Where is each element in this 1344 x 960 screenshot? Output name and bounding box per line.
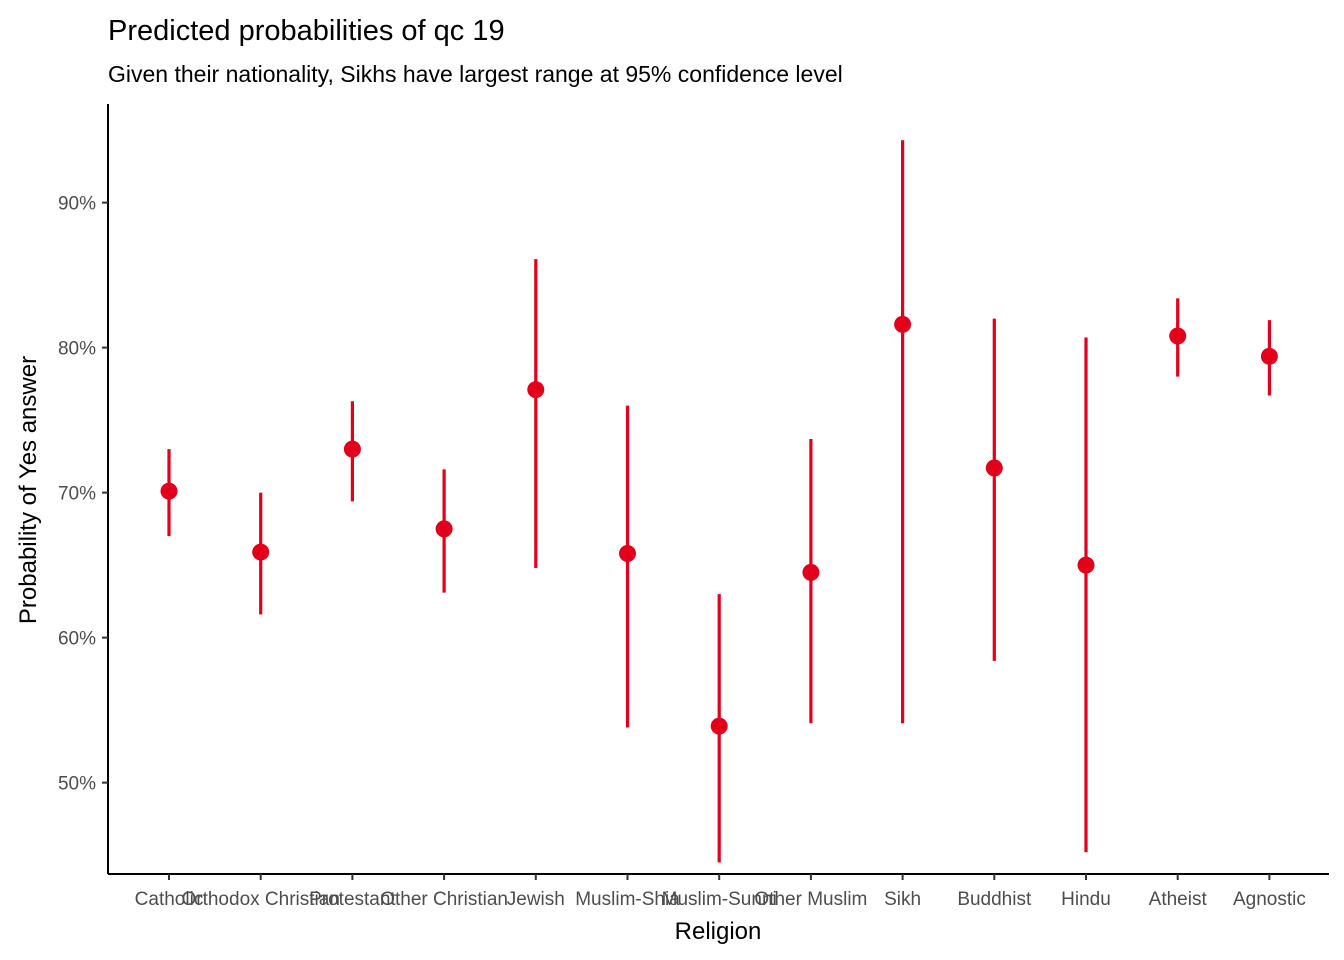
data-point (527, 381, 545, 399)
data-point (160, 482, 178, 500)
y-tick-label: 80% (58, 339, 96, 360)
chart-title: Predicted probabilities of qc 19 (108, 15, 505, 47)
y-tick-label: 50% (58, 774, 96, 795)
y-tick-label: 70% (58, 484, 96, 505)
x-tick-label: Muslim-Sunni (662, 889, 777, 910)
x-tick-label: Catholic (135, 889, 204, 910)
data-point (435, 520, 453, 538)
x-tick-label: Buddhist (957, 889, 1032, 910)
x-tick-label: Other Muslim (754, 889, 867, 910)
y-tick-label: 60% (58, 629, 96, 650)
y-axis-title: Probability of Yes answer (15, 356, 42, 624)
y-axis: 50% 60% 70% 80% 90% (58, 104, 109, 874)
data-point (1077, 556, 1095, 574)
x-tick-label: Protestant (309, 889, 396, 910)
data-point (252, 543, 270, 561)
chart-subtitle: Given their nationality, Sikhs have larg… (108, 61, 843, 87)
x-tick-label: Atheist (1149, 889, 1208, 910)
x-tick-label: Sikh (884, 889, 921, 910)
x-tick-label: Orthodox Christian (181, 889, 339, 910)
x-axis-title: Religion (675, 918, 762, 945)
data-point (1169, 327, 1187, 345)
x-tick-label: Agnostic (1233, 889, 1306, 910)
x-tick-label: Jewish (507, 889, 565, 910)
data-marks (160, 140, 1278, 863)
x-tick-label: Hindu (1061, 889, 1111, 910)
data-point (1260, 347, 1278, 365)
x-tick-label: Muslim-Shia (575, 889, 680, 910)
x-tick-label: Other Christian (380, 889, 508, 910)
data-point (894, 315, 912, 333)
data-point (710, 717, 728, 735)
data-point (802, 563, 820, 581)
data-point (985, 459, 1003, 477)
y-tick-label: 90% (58, 194, 96, 215)
data-point (343, 440, 361, 458)
data-point (619, 545, 636, 563)
